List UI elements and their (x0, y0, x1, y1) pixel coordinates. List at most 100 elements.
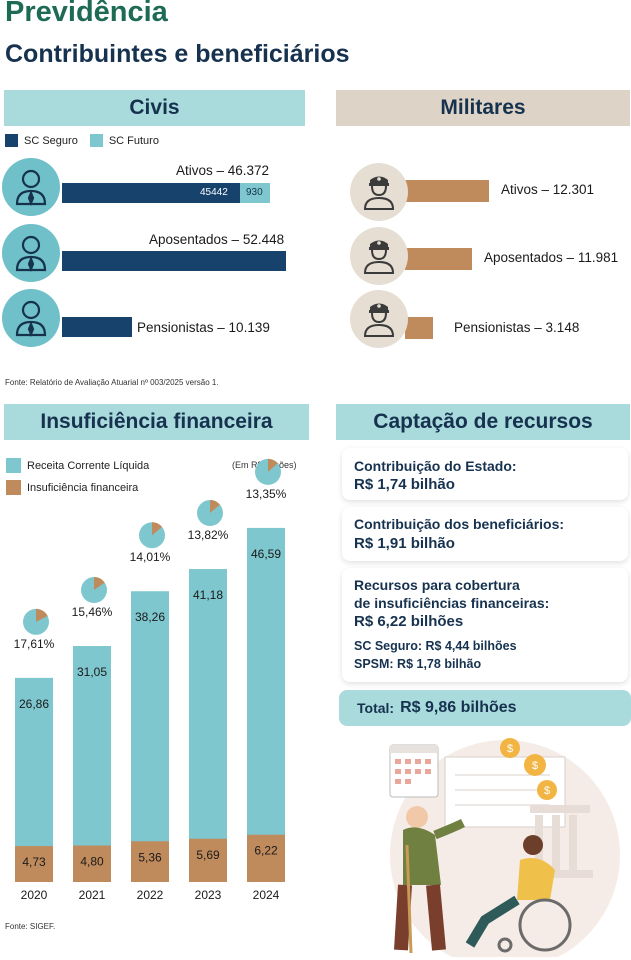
x-tick-label: 2023 (195, 888, 222, 902)
bar-civis-ativos-seguro (62, 183, 240, 203)
bar-label-ativos-futuro: 930 (246, 187, 263, 198)
civis-heading: Civis (4, 90, 305, 126)
data-label-rcl: 46,59 (251, 547, 281, 561)
data-label-rcl: 31,05 (77, 665, 107, 679)
svg-text:$: $ (532, 760, 538, 772)
page-title: Previdência (5, 0, 168, 28)
militares-heading: Militares (336, 90, 630, 126)
legend-swatch-seguro (5, 134, 18, 147)
percentage-label: 17,61% (14, 637, 55, 651)
label-mil-ativos: Ativos – 12.301 (501, 182, 595, 197)
data-label-insuf: 5,36 (138, 850, 162, 864)
card-label: Contribuição dos beneficiários: (354, 516, 565, 532)
insuficiencia-heading: Insuficiência financeira (4, 404, 309, 440)
bar-insuf (189, 838, 227, 882)
coin-icon: $ (500, 738, 520, 758)
label-mil-pensionistas: Pensionistas – 3.148 (454, 320, 580, 335)
military-officer-icon (350, 290, 408, 348)
bar-label-ativos-seguro: 45442 (200, 187, 228, 198)
coin-icon: $ (537, 780, 557, 800)
bar-insuf (247, 834, 285, 882)
card-contribuicao-estado: Contribuição do Estado: R$ 1,74 bilhão (342, 448, 628, 500)
percentage-label: 15,46% (72, 605, 113, 619)
bar-civis-ativos-futuro (240, 183, 270, 203)
bar-civis-pensionistas (62, 317, 132, 337)
bar-insuf (73, 845, 111, 882)
card-value: R$ 1,91 bilhão (354, 535, 455, 552)
data-label-rcl: 38,26 (135, 610, 165, 624)
data-label-insuf: 5,69 (196, 848, 220, 862)
card-label: Contribuição do Estado: (354, 458, 517, 474)
card-value: R$ 1,74 bilhão (354, 476, 455, 493)
legend-swatch-rcl (6, 458, 21, 473)
military-officer-icon (350, 227, 408, 285)
bar-rcl (247, 527, 285, 882)
label-civis-ativos: Ativos – 46.372 (176, 163, 270, 178)
bar-rcl (189, 569, 227, 882)
card-cobertura: Recursos para cobertura de insuficiência… (342, 568, 628, 682)
legend-label-futuro: SC Futuro (108, 134, 159, 147)
elderly-people-illustration: $ $ $ (389, 738, 620, 957)
bar-rcl (131, 591, 169, 882)
x-tick-label: 2020 (21, 888, 48, 902)
civil-servant-icon (2, 158, 60, 216)
legend-label-seguro: SC Seguro (24, 134, 78, 147)
bar-mil-pensionistas (405, 317, 433, 339)
pie-slice (36, 608, 48, 622)
total-value: R$ 9,86 bilhões (400, 699, 517, 716)
bar-rcl (73, 646, 111, 882)
legend-swatch-futuro (89, 134, 103, 147)
wheelchair-figure (465, 835, 572, 953)
card-value: R$ 6,22 bilhões (354, 613, 464, 630)
card-sub-seguro: SC Seguro: R$ 4,44 bilhões (354, 639, 517, 653)
source-note-top: Fonte: Relatório de Avaliação Atuarial n… (5, 378, 219, 387)
coin-icon: $ (524, 754, 546, 776)
bar-insuf (131, 841, 169, 882)
insuf-legend-insuf: Insuficiência financeira (6, 480, 138, 495)
data-label-rcl: 26,86 (19, 697, 49, 711)
captacao-heading: Captação de recursos (336, 404, 630, 440)
svg-text:$: $ (507, 743, 513, 755)
bar-mil-aposentados (405, 248, 472, 270)
elderly-man-figure (394, 806, 466, 954)
bar-insuf (15, 846, 53, 882)
card-label-line2: de insuficiências financeiras: (354, 595, 550, 611)
percentage-label: 14,01% (130, 550, 171, 564)
insuficiencia-bar-chart: 26,86 4,73 2020 17,61% 31,05 4,80 2021 15,46% 38… (14, 458, 287, 902)
civis-legend: SC Seguro SC Futuro (5, 134, 159, 147)
civil-servant-icon (2, 224, 60, 282)
x-tick-label: 2022 (137, 888, 164, 902)
svg-text:$: $ (544, 785, 550, 797)
total-box: Total: R$ 9,86 bilhões (339, 690, 631, 726)
label-civis-pensionistas: Pensionistas – 10.139 (137, 320, 270, 335)
percentage-label: 13,35% (246, 487, 287, 501)
data-label-insuf: 4,80 (80, 855, 104, 869)
civil-servant-icon (2, 289, 60, 347)
insuf-legend-rcl: Receita Corrente Líquida (6, 458, 149, 473)
legend-label-rcl: Receita Corrente Líquida (27, 459, 150, 472)
legend-label-insuf: Insuficiência financeira (27, 481, 139, 494)
legend-swatch-insuf (6, 480, 21, 495)
percentage-label: 13,82% (188, 528, 229, 542)
pie-slice (94, 577, 105, 591)
data-label-rcl: 41,18 (193, 588, 223, 602)
pie-slice (210, 500, 220, 514)
pie-slice (268, 458, 278, 472)
total-label: Total: (357, 700, 395, 716)
bar-mil-ativos (405, 180, 489, 202)
bar-civis-aposentados (62, 251, 286, 271)
data-label-insuf: 6,22 (254, 844, 278, 858)
source-note-bottom: Fonte: SIGEF. (5, 922, 56, 931)
x-tick-label: 2021 (79, 888, 106, 902)
data-label-insuf: 4,73 (22, 855, 46, 869)
label-civis-aposentados: Aposentados – 52.448 (149, 232, 285, 247)
calendar-icon (389, 744, 439, 798)
x-tick-label: 2024 (253, 888, 280, 902)
pie-slice (152, 522, 163, 536)
card-label-line1: Recursos para cobertura (354, 577, 520, 593)
card-contribuicao-beneficiarios: Contribuição dos beneficiários: R$ 1,91 … (342, 507, 628, 561)
card-sub-spsm: SPSM: R$ 1,78 bilhão (354, 657, 482, 671)
page-subtitle: Contribuintes e beneficiários (5, 40, 350, 68)
label-mil-aposentados: Aposentados – 11.981 (484, 250, 619, 265)
military-officer-icon (350, 163, 408, 221)
